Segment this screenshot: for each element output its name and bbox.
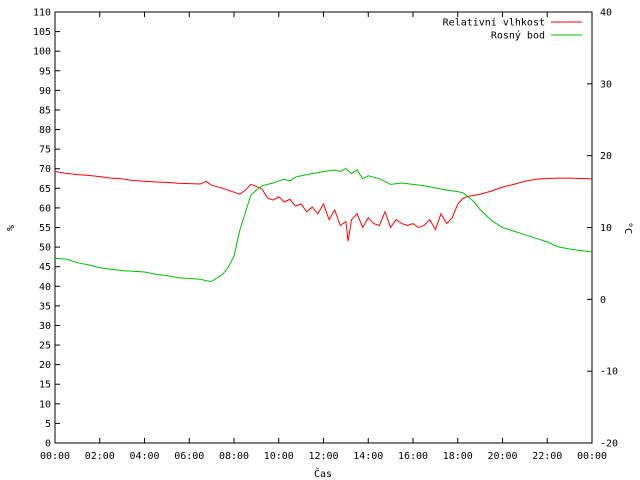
y2-tick-label: 20 — [600, 151, 612, 162]
y-tick-label: 75 — [39, 145, 51, 156]
y2-tick-label: 40 — [600, 8, 612, 19]
tick-labels: 0 5 10 15 20 25 30 35 40 45 50 55 60 65 70 75 80 85 90 95 10… — [33, 8, 618, 463]
y-tick-label: 70 — [39, 164, 51, 175]
y-tick-label: 25 — [39, 341, 51, 352]
legend-label-0: Relativní vlhkost — [443, 17, 545, 29]
y-tick-label: 55 — [39, 223, 51, 234]
x-tick-label: 06:00 — [174, 451, 204, 462]
x-tick-label: 00:00 — [40, 451, 70, 462]
y2-tick-label: 10 — [600, 223, 612, 234]
x-tick-label: 12:00 — [308, 451, 338, 462]
y-tick-label: 65 — [39, 184, 51, 195]
y-tick-label: 85 — [39, 105, 51, 116]
y2-axis-title: °C — [622, 222, 633, 234]
y-tick-label: 10 — [39, 399, 51, 410]
x-tick-label: 10:00 — [264, 451, 294, 462]
legend-label-1: Rosný bod — [491, 30, 545, 42]
x-axis-title: Čas — [314, 467, 332, 480]
x-tick-label: 18:00 — [443, 451, 473, 462]
x-tick-label: 14:00 — [353, 451, 383, 462]
x-tick-label: 16:00 — [398, 451, 428, 462]
y2-tick-label: -10 — [600, 367, 618, 378]
y-tick-label: 5 — [45, 419, 51, 430]
y-tick-label: 40 — [39, 282, 51, 293]
x-tick-label: 20:00 — [487, 451, 517, 462]
y-tick-label: 110 — [33, 8, 51, 19]
x-tick-label: 00:00 — [577, 451, 607, 462]
y-tick-label: 95 — [39, 66, 51, 77]
series-lines — [54, 167, 593, 282]
x-tick-label: 02:00 — [85, 451, 115, 462]
x-tick-label: 22:00 — [532, 451, 562, 462]
x-tick-label: 04:00 — [129, 451, 159, 462]
y2-tick-label: -20 — [600, 439, 618, 450]
y-tick-label: 90 — [39, 86, 51, 97]
series-line-1 — [54, 167, 593, 282]
y-tick-label: 30 — [39, 321, 51, 332]
y-tick-label: 50 — [39, 243, 51, 254]
y-tick-label: 45 — [39, 262, 51, 273]
series-line-0 — [54, 171, 593, 242]
y-tick-label: 0 — [45, 439, 51, 450]
y-tick-label: 60 — [39, 203, 51, 214]
y-tick-label: 105 — [33, 27, 51, 38]
y-tick-label: 100 — [33, 47, 51, 58]
y-tick-label: 15 — [39, 380, 51, 391]
y-axis-title: % — [6, 225, 17, 231]
y2-tick-label: 0 — [600, 295, 606, 306]
tick-marks — [54, 11, 593, 444]
y-tick-label: 20 — [39, 360, 51, 371]
plot-frame — [54, 11, 593, 444]
y-tick-label: 80 — [39, 125, 51, 136]
y-tick-label: 35 — [39, 301, 51, 312]
y2-tick-label: 30 — [600, 79, 612, 90]
x-tick-label: 08:00 — [219, 451, 249, 462]
